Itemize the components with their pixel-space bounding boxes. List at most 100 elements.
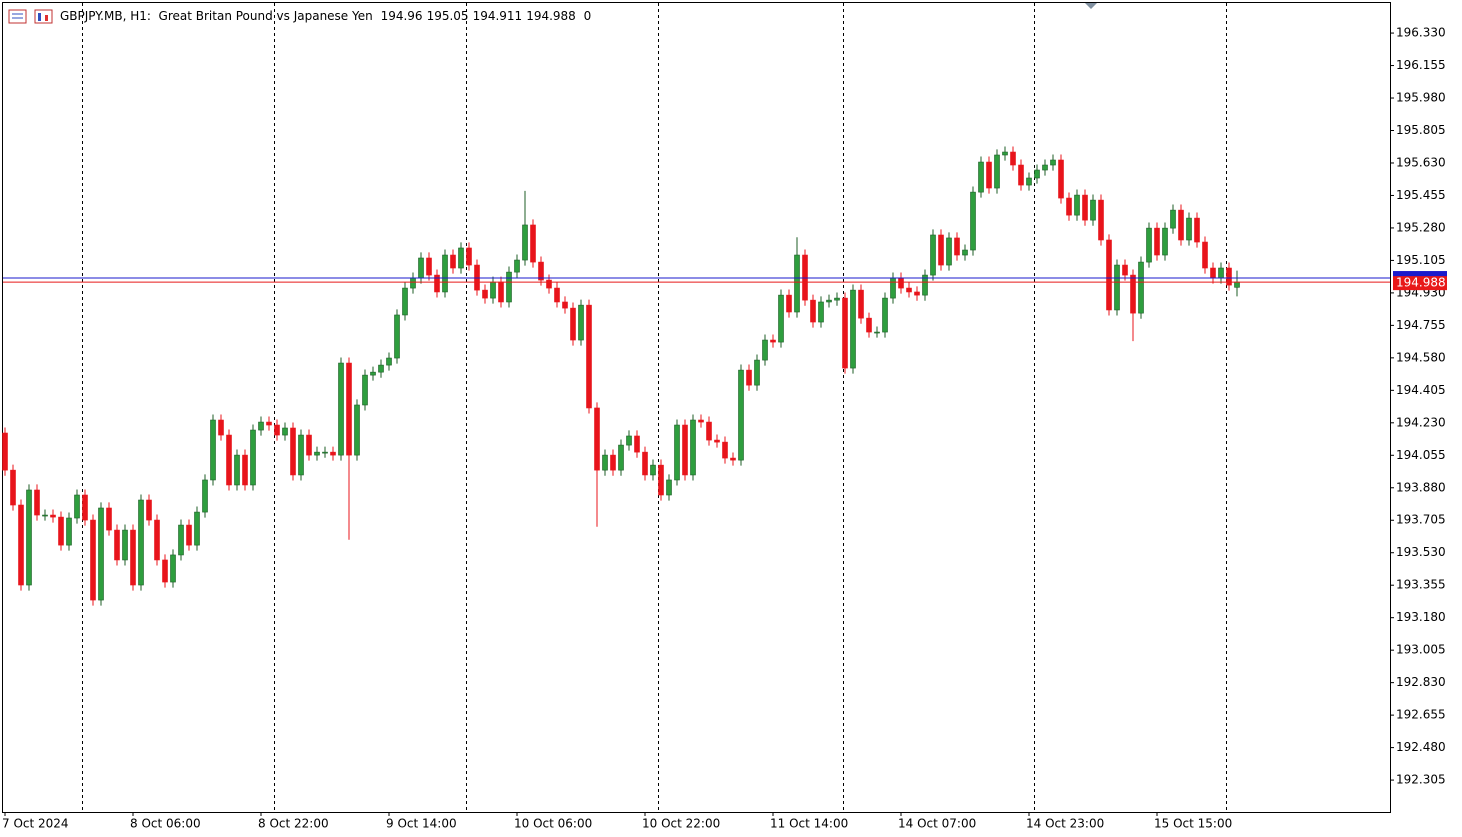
candle-body <box>1146 227 1152 263</box>
candle-body <box>570 307 576 341</box>
candle-body <box>1082 194 1088 221</box>
candle-body <box>730 457 736 461</box>
candle-body <box>634 435 640 453</box>
candle-body <box>170 554 176 583</box>
candle-body <box>1074 194 1080 216</box>
candle-body <box>858 289 864 319</box>
plot-frame <box>2 2 1391 813</box>
candle-body <box>602 454 608 471</box>
candle-body <box>506 271 512 303</box>
y-tick-label: 195.630 <box>1396 155 1446 169</box>
candle-body <box>1066 197 1072 216</box>
candle-body <box>82 494 88 521</box>
candle-body <box>834 297 840 301</box>
candle-body <box>514 259 520 273</box>
x-tick-label: 7 Oct 2024 <box>2 817 69 831</box>
candle-body <box>786 294 792 313</box>
candle-body <box>354 404 360 456</box>
candle-body <box>98 507 104 601</box>
candle-body <box>530 224 536 263</box>
candle-body <box>362 374 368 406</box>
y-tick-label: 193.180 <box>1396 610 1446 624</box>
candle-body <box>1018 164 1024 186</box>
candle-body <box>522 224 528 261</box>
candle-body <box>1098 199 1104 241</box>
x-tick-label: 8 Oct 22:00 <box>258 817 329 831</box>
candle-body <box>890 277 896 299</box>
candle-body <box>794 254 800 313</box>
spread: 0 <box>583 9 592 23</box>
shift-marker <box>1085 3 1097 9</box>
candle-body <box>242 454 248 486</box>
candle-body <box>1010 151 1016 166</box>
y-tick-label: 194.230 <box>1396 415 1446 429</box>
candle-body <box>114 529 120 561</box>
y-tick-label: 196.330 <box>1396 26 1446 40</box>
candle-body <box>58 516 64 546</box>
candle-body <box>586 304 592 409</box>
candle-body <box>1162 227 1168 256</box>
candle-body <box>34 489 40 516</box>
candle-body <box>290 427 296 476</box>
candle-body <box>906 287 912 293</box>
candle-body <box>258 421 264 431</box>
candle-body <box>690 419 696 476</box>
last-open: 194.96 <box>380 9 423 23</box>
candle-body <box>922 274 928 296</box>
candle-body <box>682 424 688 476</box>
candle-body <box>842 297 848 369</box>
candle-body <box>866 317 872 333</box>
candle-body <box>10 469 16 506</box>
x-tick-label: 10 Oct 22:00 <box>642 817 720 831</box>
candle-body <box>1186 217 1192 241</box>
candle-body <box>146 499 152 521</box>
y-tick-label: 195.805 <box>1396 123 1446 137</box>
icon <box>8 9 27 24</box>
candle-body <box>338 362 344 456</box>
candle-body <box>394 314 400 359</box>
y-tick-label: 193.530 <box>1396 545 1446 559</box>
candle-body <box>722 441 728 459</box>
candle-body <box>442 254 448 293</box>
candle-body <box>818 301 824 323</box>
candle-body <box>194 511 200 546</box>
candle-body <box>274 424 280 436</box>
candle-body <box>882 297 888 333</box>
candle-body <box>138 499 144 586</box>
candle-body <box>538 261 544 281</box>
candle-body <box>1194 217 1200 243</box>
candle-body <box>178 524 184 556</box>
candle-body <box>466 247 472 266</box>
candle-body <box>42 514 48 517</box>
candle-body <box>1234 281 1240 288</box>
x-tick-label: 15 Oct 15:00 <box>1154 817 1232 831</box>
candle-body <box>418 257 424 279</box>
y-tick-label: 193.880 <box>1396 480 1446 494</box>
candle-body <box>1106 239 1112 311</box>
candle-body <box>210 419 216 481</box>
y-tick-label: 192.655 <box>1396 708 1446 722</box>
y-tick-label: 193.705 <box>1396 513 1446 527</box>
bid-label-box <box>1393 276 1447 291</box>
y-tick-label: 194.580 <box>1396 350 1446 364</box>
candle-body <box>1058 159 1064 199</box>
y-tick-label: 194.055 <box>1396 448 1446 462</box>
candle-body <box>90 519 96 601</box>
y-tick-label: 193.005 <box>1396 643 1446 657</box>
candle-body <box>986 161 992 189</box>
candle-body <box>666 479 672 496</box>
candle-body <box>1050 159 1056 166</box>
y-tick-label: 196.155 <box>1396 58 1446 72</box>
candle-body <box>610 454 616 471</box>
candle-body <box>914 291 920 296</box>
candle-body <box>978 161 984 193</box>
candle-body <box>1002 151 1008 156</box>
candle-body <box>450 254 456 269</box>
candle-body <box>370 371 376 376</box>
candle-body <box>1138 261 1144 314</box>
candle-body <box>378 364 384 373</box>
candle-body <box>826 299 832 303</box>
candle-body <box>26 489 32 586</box>
candle-body <box>1090 199 1096 221</box>
